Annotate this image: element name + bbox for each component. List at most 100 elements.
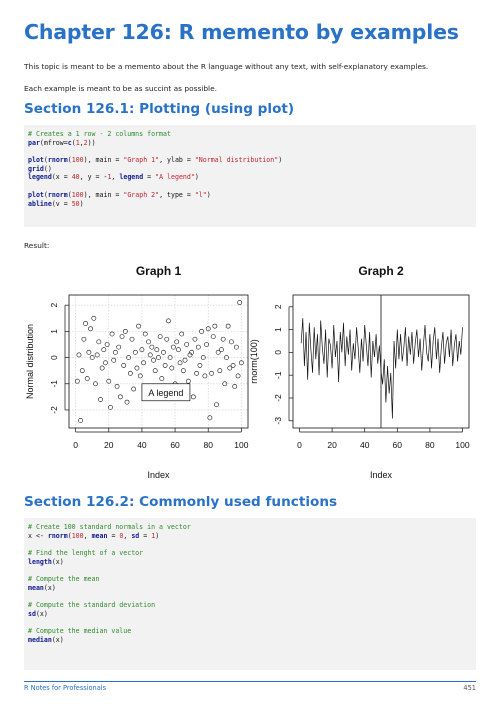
y-tick-label: 1 (273, 327, 283, 332)
data-point (86, 349, 92, 355)
data-point (119, 334, 125, 340)
data-point (204, 342, 209, 347)
code-token: mean (91, 531, 108, 540)
data-point (210, 334, 216, 340)
data-point (88, 326, 93, 332)
code-token: "A legend" (155, 173, 195, 182)
data-point (195, 344, 201, 350)
data-point (199, 328, 204, 334)
code-token: (mfrow= (39, 138, 68, 147)
code-token: rnorm (47, 156, 68, 165)
x-axis-label: Index (370, 470, 393, 480)
code-block-functions[interactable]: # Create 100 standard normals in a vecto… (24, 518, 476, 670)
data-point (174, 339, 180, 345)
data-point (157, 334, 163, 340)
code-token: )) (87, 138, 96, 147)
chart-title: Graph 2 (358, 264, 404, 278)
data-point (233, 344, 239, 350)
x-tick-label: 80 (425, 440, 435, 450)
data-point (167, 355, 173, 360)
x-tick-label: 60 (170, 440, 180, 450)
data-point (156, 355, 161, 360)
data-point (149, 344, 155, 350)
code-token: # Creates a 1 row - 2 columns format (28, 130, 171, 138)
data-point (197, 363, 203, 368)
code-line: x <- rnorm(100, mean = 0, sd = 1) (28, 532, 476, 541)
data-point (139, 347, 145, 353)
data-point (180, 368, 186, 374)
x-axis-label: Index (147, 470, 170, 480)
code-token: ) (155, 531, 160, 540)
data-point (111, 357, 117, 363)
code-token: plot (28, 156, 44, 165)
code-token: () (43, 164, 52, 173)
data-point (74, 378, 80, 384)
data-point (190, 394, 196, 400)
code-line: # Creates a 1 row - 2 columns format (28, 130, 476, 139)
y-tick-label: 2 (49, 303, 59, 308)
code-line (28, 566, 476, 575)
data-point (117, 394, 123, 400)
data-point (162, 363, 168, 368)
data-point (222, 381, 228, 387)
code-line: plot(rnorm(100), main = "Graph 2", type … (28, 191, 476, 200)
x-tick-label: 40 (360, 440, 370, 450)
code-token: "Graph 2" (123, 190, 160, 199)
data-point (116, 344, 122, 350)
data-point (219, 347, 224, 353)
data-point (101, 347, 107, 353)
data-point (132, 349, 138, 355)
code-line (28, 593, 476, 602)
data-point (134, 365, 140, 371)
x-tick-label: 100 (234, 440, 248, 450)
data-point (187, 352, 193, 358)
data-point (108, 404, 113, 410)
code-token: 2 (83, 138, 88, 147)
data-point (182, 357, 188, 363)
data-point (104, 342, 110, 347)
code-token: 1 (75, 138, 80, 147)
code-line: # Create 100 standard normals in a vecto… (28, 523, 476, 532)
data-point (224, 355, 229, 360)
y-tick-label: 1 (49, 329, 59, 334)
data-point (124, 399, 130, 405)
code-token: , (79, 138, 84, 147)
code-token: rnorm (47, 190, 68, 199)
x-tick-label: 20 (104, 440, 114, 450)
footer-page-number: 451 (463, 684, 476, 692)
code-token: length (28, 557, 52, 566)
data-point (200, 355, 206, 360)
code-block-plotting[interactable]: # Creates a 1 row - 2 columns format par(… (24, 125, 476, 227)
code-token: , (111, 173, 120, 182)
code-token: = (139, 531, 152, 540)
data-point (93, 381, 98, 387)
data-point (147, 352, 153, 358)
code-line: # Compute the mean (28, 575, 476, 584)
footer-divider (24, 681, 476, 682)
data-point (169, 365, 175, 371)
code-token: (v = (51, 199, 72, 208)
data-point (142, 331, 148, 337)
data-point (175, 347, 181, 353)
code-line: # Compute the median value (28, 627, 476, 636)
data-point (161, 349, 166, 355)
y-tick-label: -2 (49, 406, 59, 414)
code-token: plot (28, 190, 44, 199)
code-token: 40 (71, 173, 80, 182)
footer-book-title: R Notes for Professionals (24, 684, 107, 692)
data-point (217, 368, 223, 374)
code-token: (x) (51, 635, 64, 644)
x-tick-label: 80 (203, 440, 213, 450)
data-point (192, 336, 198, 342)
code-token: (x) (35, 609, 48, 618)
code-token: grid (28, 164, 44, 173)
data-point (229, 339, 234, 345)
x-tick-label: 20 (327, 440, 337, 450)
code-token: 0 (119, 531, 124, 540)
code-token: (x) (51, 557, 64, 566)
result-label: Result: (24, 241, 50, 250)
y-tick-label: -1 (49, 380, 59, 388)
code-token: ( (71, 138, 76, 147)
data-point (81, 336, 87, 342)
code-token: # Compute the median value (28, 627, 132, 636)
